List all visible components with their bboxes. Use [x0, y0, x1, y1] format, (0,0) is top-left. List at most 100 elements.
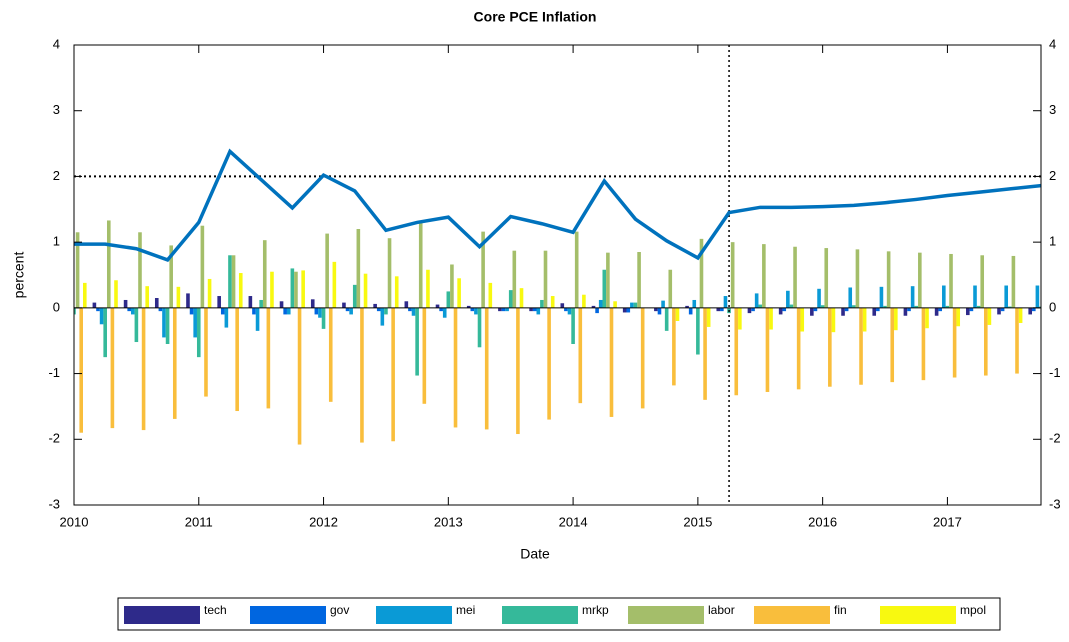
bar — [640, 307, 645, 409]
bar — [294, 271, 298, 308]
bar — [408, 307, 412, 312]
bar — [848, 287, 853, 308]
bar — [564, 307, 568, 312]
bar — [894, 307, 898, 331]
bar — [1035, 285, 1040, 308]
bar — [540, 299, 544, 308]
bar — [789, 304, 794, 308]
y2-tick-label: 0 — [1049, 299, 1056, 314]
bar — [519, 288, 524, 308]
bar — [96, 307, 100, 312]
bar — [145, 286, 149, 308]
bar — [318, 307, 322, 318]
bar — [189, 307, 194, 315]
bar — [484, 307, 489, 430]
bar — [134, 307, 139, 343]
bar — [380, 307, 385, 326]
x-tick-label: 2014 — [559, 514, 588, 529]
bar — [79, 307, 83, 433]
bar — [255, 307, 260, 331]
bar — [997, 307, 1001, 315]
bar — [591, 305, 596, 308]
bar — [65, 308, 69, 311]
bar — [61, 305, 65, 308]
bar — [796, 307, 801, 390]
x-axis-label: Date — [520, 546, 550, 562]
y-tick-label: 0 — [53, 299, 60, 314]
bar — [1028, 307, 1032, 315]
bar — [516, 307, 520, 435]
bar — [457, 278, 461, 308]
bar — [800, 307, 805, 332]
bar — [110, 307, 115, 429]
bar — [560, 303, 565, 308]
bar — [547, 307, 551, 420]
bar — [238, 273, 243, 308]
bar — [356, 229, 361, 308]
bar — [973, 285, 977, 308]
bar — [262, 240, 267, 308]
legend-label: mrkp — [582, 603, 609, 617]
bar — [310, 299, 315, 308]
x-tick-label: 2011 — [185, 514, 213, 529]
bar — [696, 307, 700, 355]
y2-tick-label: 1 — [1049, 234, 1056, 249]
bar — [279, 301, 284, 308]
bar — [758, 304, 763, 308]
bar — [200, 225, 205, 308]
bar — [508, 290, 513, 308]
bar — [876, 307, 880, 312]
bar — [363, 273, 368, 308]
bar — [945, 305, 950, 308]
bar — [942, 285, 946, 308]
bar — [654, 307, 658, 312]
x-tick-label: 2010 — [60, 514, 89, 529]
bar — [782, 307, 787, 312]
bar — [820, 305, 825, 308]
bar — [169, 245, 173, 308]
y-tick-label: -2 — [48, 431, 60, 446]
y-tick-label: -1 — [48, 365, 60, 380]
bar — [844, 307, 849, 312]
bar — [172, 307, 177, 419]
bar — [703, 307, 707, 400]
bar — [512, 250, 517, 308]
bar — [498, 307, 502, 312]
bar — [1039, 306, 1041, 308]
bar — [106, 220, 111, 308]
bar — [778, 307, 783, 315]
y2-tick-label: -1 — [1049, 365, 1061, 380]
x-tick-label: 2017 — [933, 514, 962, 529]
bar — [290, 268, 295, 308]
legend-swatch — [880, 606, 956, 624]
bar — [418, 222, 423, 308]
x-tick-label: 2013 — [434, 514, 463, 529]
bar — [852, 305, 856, 308]
bar — [626, 307, 631, 313]
bar — [754, 293, 759, 308]
bar — [1004, 285, 1009, 308]
bar — [321, 307, 326, 329]
bar — [664, 307, 669, 331]
bar — [235, 307, 239, 412]
bar — [1043, 257, 1047, 308]
bar — [1046, 308, 1050, 372]
bar — [934, 307, 939, 316]
bar — [1015, 307, 1019, 374]
bar — [622, 307, 627, 313]
bar — [422, 307, 427, 404]
bar — [879, 286, 884, 308]
bar — [918, 252, 922, 308]
bar — [602, 269, 607, 308]
bar — [532, 307, 537, 312]
legend-label: fin — [834, 603, 847, 617]
bar — [224, 307, 229, 328]
legend-label: gov — [330, 603, 349, 617]
bar — [633, 302, 638, 308]
bar — [415, 307, 419, 376]
bar — [630, 302, 634, 308]
y-axis-label: percent — [11, 252, 27, 299]
bar — [231, 255, 236, 308]
bar — [127, 307, 131, 312]
bar — [984, 307, 988, 376]
